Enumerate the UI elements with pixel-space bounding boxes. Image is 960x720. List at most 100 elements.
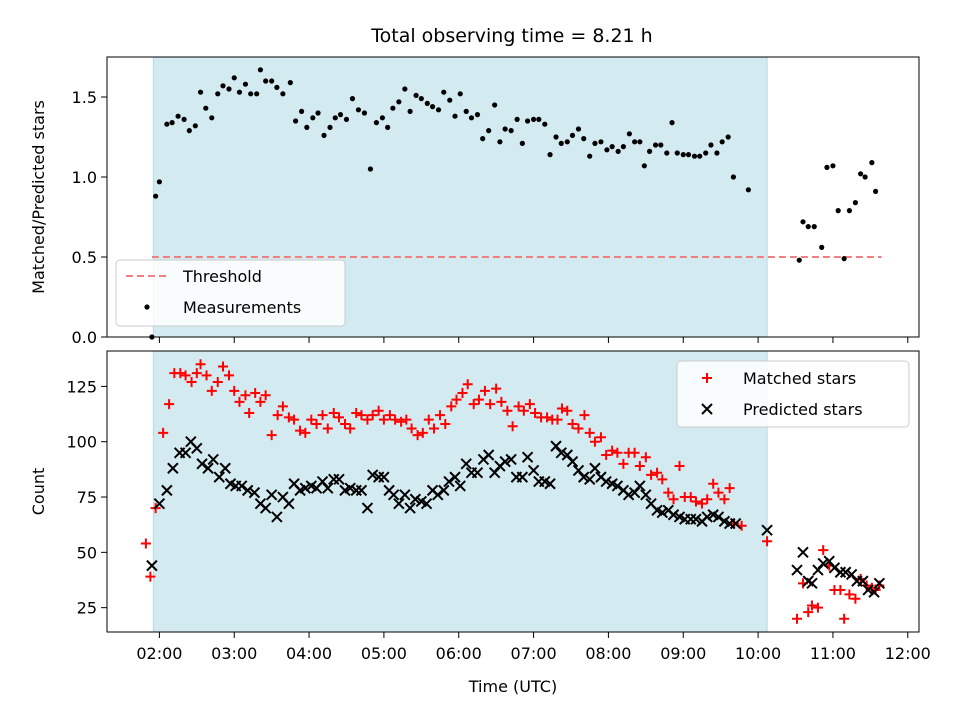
data-point [412, 430, 423, 441]
data-point [595, 432, 606, 443]
data-point [468, 399, 479, 410]
data-point [260, 390, 271, 401]
data-point [283, 497, 295, 510]
data-point [390, 414, 401, 425]
data-point [339, 419, 350, 430]
data-point [626, 131, 632, 137]
data-point [164, 399, 175, 410]
data-point [762, 536, 773, 547]
data-point [424, 100, 430, 106]
data-point [569, 132, 576, 138]
data-point [300, 427, 311, 438]
data-point [271, 511, 283, 523]
data-point [873, 577, 886, 590]
data-point [839, 566, 852, 578]
data-point [697, 153, 703, 159]
x-tick-label: 05:00 [361, 644, 407, 663]
data-point [656, 506, 669, 519]
figure-title: Total observing time = 8.21 h [370, 25, 652, 47]
data-point [447, 97, 453, 103]
x-tick-label: 09:00 [660, 644, 706, 663]
data-point [333, 473, 345, 486]
data-point [266, 430, 277, 441]
data-point [213, 471, 225, 483]
data-point [269, 78, 275, 84]
data-point [824, 164, 830, 170]
data-point [712, 511, 725, 523]
data-point [164, 121, 170, 127]
data-point [547, 152, 553, 158]
data-point [201, 370, 212, 381]
axes-frame [106, 56, 920, 338]
data-point [690, 513, 702, 525]
data-point [482, 449, 495, 461]
data-point [524, 399, 535, 410]
y-tick-label: 1.5 [72, 88, 97, 107]
data-point [404, 502, 416, 514]
data-point [805, 224, 811, 230]
data-point [542, 412, 553, 423]
data-point [175, 113, 181, 119]
data-point [220, 83, 226, 89]
data-point [685, 492, 696, 503]
data-point [212, 376, 223, 387]
data-point [797, 546, 809, 559]
data-point [485, 399, 496, 410]
data-point [385, 124, 391, 130]
data-point [463, 108, 469, 114]
data-point [315, 110, 321, 116]
data-point [702, 494, 713, 505]
data-point [362, 414, 373, 425]
data-point [725, 134, 731, 140]
data-point [834, 566, 847, 578]
data-point [361, 110, 368, 116]
data-point [553, 134, 559, 140]
data-point [611, 480, 624, 492]
y-tick-label: 75 [77, 488, 97, 507]
data-point [589, 462, 601, 474]
data-point [745, 187, 751, 193]
data-point [618, 458, 629, 469]
data-point [449, 471, 461, 483]
data-point [457, 388, 468, 399]
data-point [366, 469, 379, 481]
data-point [499, 455, 511, 468]
data-point [806, 600, 817, 611]
y-tick-label: 50 [77, 543, 97, 562]
data-point [350, 484, 362, 497]
data-point [708, 142, 714, 148]
data-point [241, 484, 254, 497]
data-point [663, 487, 674, 498]
data-point [552, 414, 563, 425]
data-point [462, 379, 473, 390]
data-point [429, 104, 436, 110]
data-point [818, 545, 829, 556]
data-point [629, 447, 640, 458]
data-point [443, 475, 455, 488]
data-point [263, 78, 269, 84]
data-point [355, 107, 362, 113]
data-point [361, 502, 374, 514]
data-point [703, 150, 709, 156]
data-point [146, 559, 158, 572]
data-point [378, 471, 390, 483]
data-point [334, 412, 344, 423]
y-tick-label: 0.5 [72, 248, 97, 267]
data-point [317, 410, 328, 421]
data-point [657, 474, 668, 485]
data-point [828, 562, 841, 574]
data-point [803, 607, 814, 618]
data-point [440, 419, 451, 430]
data-point [435, 410, 446, 421]
axes-frame [106, 350, 920, 633]
data-point [215, 91, 221, 97]
data-point [491, 383, 502, 394]
data-point [236, 480, 248, 492]
data-point [195, 359, 206, 370]
data-point [652, 467, 663, 478]
series-predicted-stars [146, 436, 886, 598]
data-point [406, 423, 417, 434]
data-point [236, 89, 243, 95]
data-point [646, 148, 653, 154]
data-point [792, 613, 803, 624]
